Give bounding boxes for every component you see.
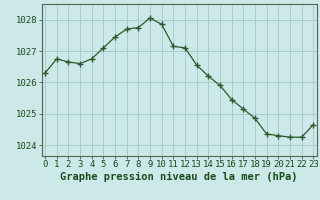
X-axis label: Graphe pression niveau de la mer (hPa): Graphe pression niveau de la mer (hPa) xyxy=(60,172,298,182)
